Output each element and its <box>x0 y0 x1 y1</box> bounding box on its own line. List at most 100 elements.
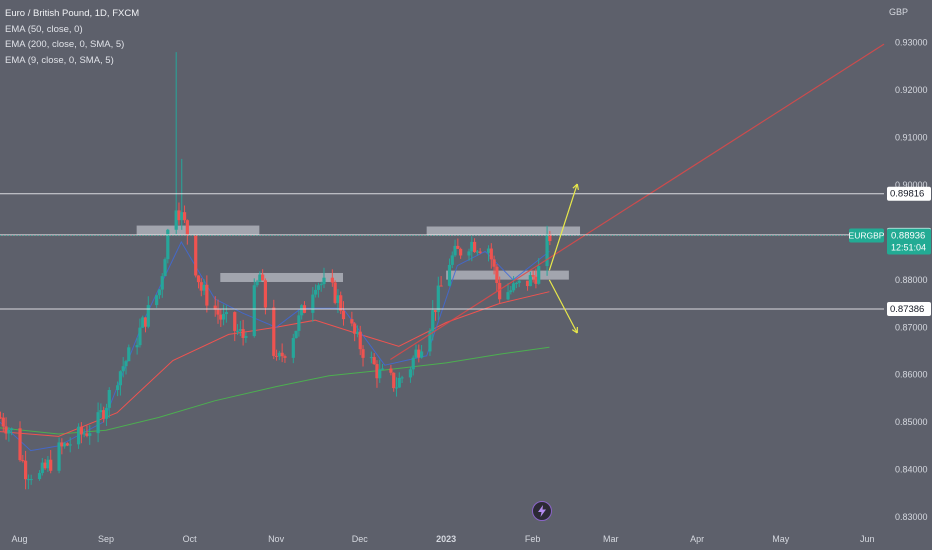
arrow-head <box>571 329 578 334</box>
indicator-ema9[interactable]: EMA (9, close, 0, SMA, 5) <box>5 54 114 66</box>
candle-body <box>528 275 532 287</box>
candle-body <box>517 280 521 283</box>
candle-body <box>1 417 5 427</box>
candle-body <box>166 229 170 260</box>
y-tick-label: 0.93000 <box>895 38 928 48</box>
ema200-line <box>0 346 550 435</box>
candle-body <box>369 357 373 359</box>
candle-body <box>224 312 228 315</box>
candle-body <box>274 355 279 357</box>
y-tick-label: 0.90000 <box>895 180 928 190</box>
candle-body <box>353 323 357 334</box>
candle-body <box>85 433 89 436</box>
countdown-label: 12:51:04 <box>891 242 926 252</box>
candle-body <box>525 280 530 287</box>
candle-body <box>258 274 262 282</box>
level-tag-label: 0.89816 <box>890 189 924 200</box>
level-tag <box>887 301 931 316</box>
candle-body <box>174 210 178 230</box>
symbol-title[interactable]: Euro / British Pound, 1D, FXCM <box>5 8 140 19</box>
candle-body <box>255 281 259 286</box>
candle-body <box>155 295 159 306</box>
chart-legend: Euro / British Pound, 1D, FXCM EMA (50, … <box>5 6 139 68</box>
candle-body <box>512 283 516 291</box>
candle-body <box>194 235 198 276</box>
candle-body <box>380 368 385 370</box>
x-tick-label: Oct <box>183 534 198 544</box>
projection-arrow <box>548 279 578 334</box>
candle-body <box>316 285 321 290</box>
candle-body <box>261 274 265 281</box>
y-tick-label: 0.85000 <box>895 417 928 427</box>
candle-body <box>124 361 128 367</box>
candle-body <box>0 417 3 419</box>
candle-body <box>322 277 326 285</box>
y-tick-label: 0.86000 <box>895 370 928 380</box>
sr-zone <box>426 226 581 236</box>
candle-body <box>252 285 256 337</box>
indicator-ema200[interactable]: EMA (200, close, 0, SMA, 5) <box>5 39 125 50</box>
candle-body <box>375 364 379 379</box>
candle-body <box>450 255 454 265</box>
candle-body <box>263 280 268 308</box>
x-tick-label: May <box>772 534 790 544</box>
candle-body <box>297 315 301 331</box>
candle-body <box>135 345 139 348</box>
candle-body <box>478 251 482 253</box>
candle-body <box>157 289 162 296</box>
candle-body <box>185 220 189 236</box>
candle-body <box>447 264 452 286</box>
candle-body <box>7 429 11 434</box>
candle-body <box>355 331 360 334</box>
candle-body <box>107 389 111 408</box>
candle-body <box>459 248 463 256</box>
candle-body <box>241 329 245 338</box>
candle-body <box>277 352 281 357</box>
x-tick-label: 2023 <box>436 534 456 544</box>
candle-body <box>439 285 443 287</box>
candle-body <box>79 426 83 435</box>
candle-body <box>514 282 518 284</box>
candle-body <box>506 292 510 300</box>
candle-body <box>272 307 276 356</box>
candle-body <box>160 276 164 290</box>
candle-body <box>205 284 209 306</box>
bolt-icon[interactable] <box>532 501 552 521</box>
indicator-ema50[interactable]: EMA (50, close, 0) <box>5 23 83 35</box>
candle-body <box>283 356 287 358</box>
candle-body <box>202 284 206 291</box>
candle-body <box>37 473 42 480</box>
sr-zone <box>446 270 569 280</box>
candle-body <box>350 319 354 324</box>
candle-body <box>23 460 28 480</box>
candle-body <box>336 295 340 303</box>
candle-body <box>389 368 393 373</box>
candle-body <box>233 312 237 331</box>
candle-body <box>57 442 61 471</box>
candle-body <box>414 349 418 358</box>
candle-body <box>216 309 220 315</box>
candle-body <box>495 266 499 283</box>
candle-body <box>534 276 538 284</box>
candle-body <box>470 241 474 252</box>
candle-body <box>319 284 323 286</box>
candle-body <box>492 259 496 267</box>
candle-body <box>199 282 203 291</box>
candle-body <box>456 245 460 249</box>
candle-body <box>428 331 432 352</box>
price-tag-label: 0.88936 <box>891 230 925 241</box>
x-tick-label: Dec <box>352 534 369 544</box>
candle-body <box>419 351 424 358</box>
candle-body <box>88 433 92 436</box>
candle-body <box>60 442 64 447</box>
y-tick-label: 0.84000 <box>895 465 928 475</box>
candle-body <box>291 338 295 358</box>
arrow-head <box>572 183 578 189</box>
candle-body <box>177 210 181 221</box>
candle-body <box>330 277 334 283</box>
candle-body <box>99 410 103 413</box>
candle-body <box>104 407 109 419</box>
candle-body <box>498 282 502 300</box>
